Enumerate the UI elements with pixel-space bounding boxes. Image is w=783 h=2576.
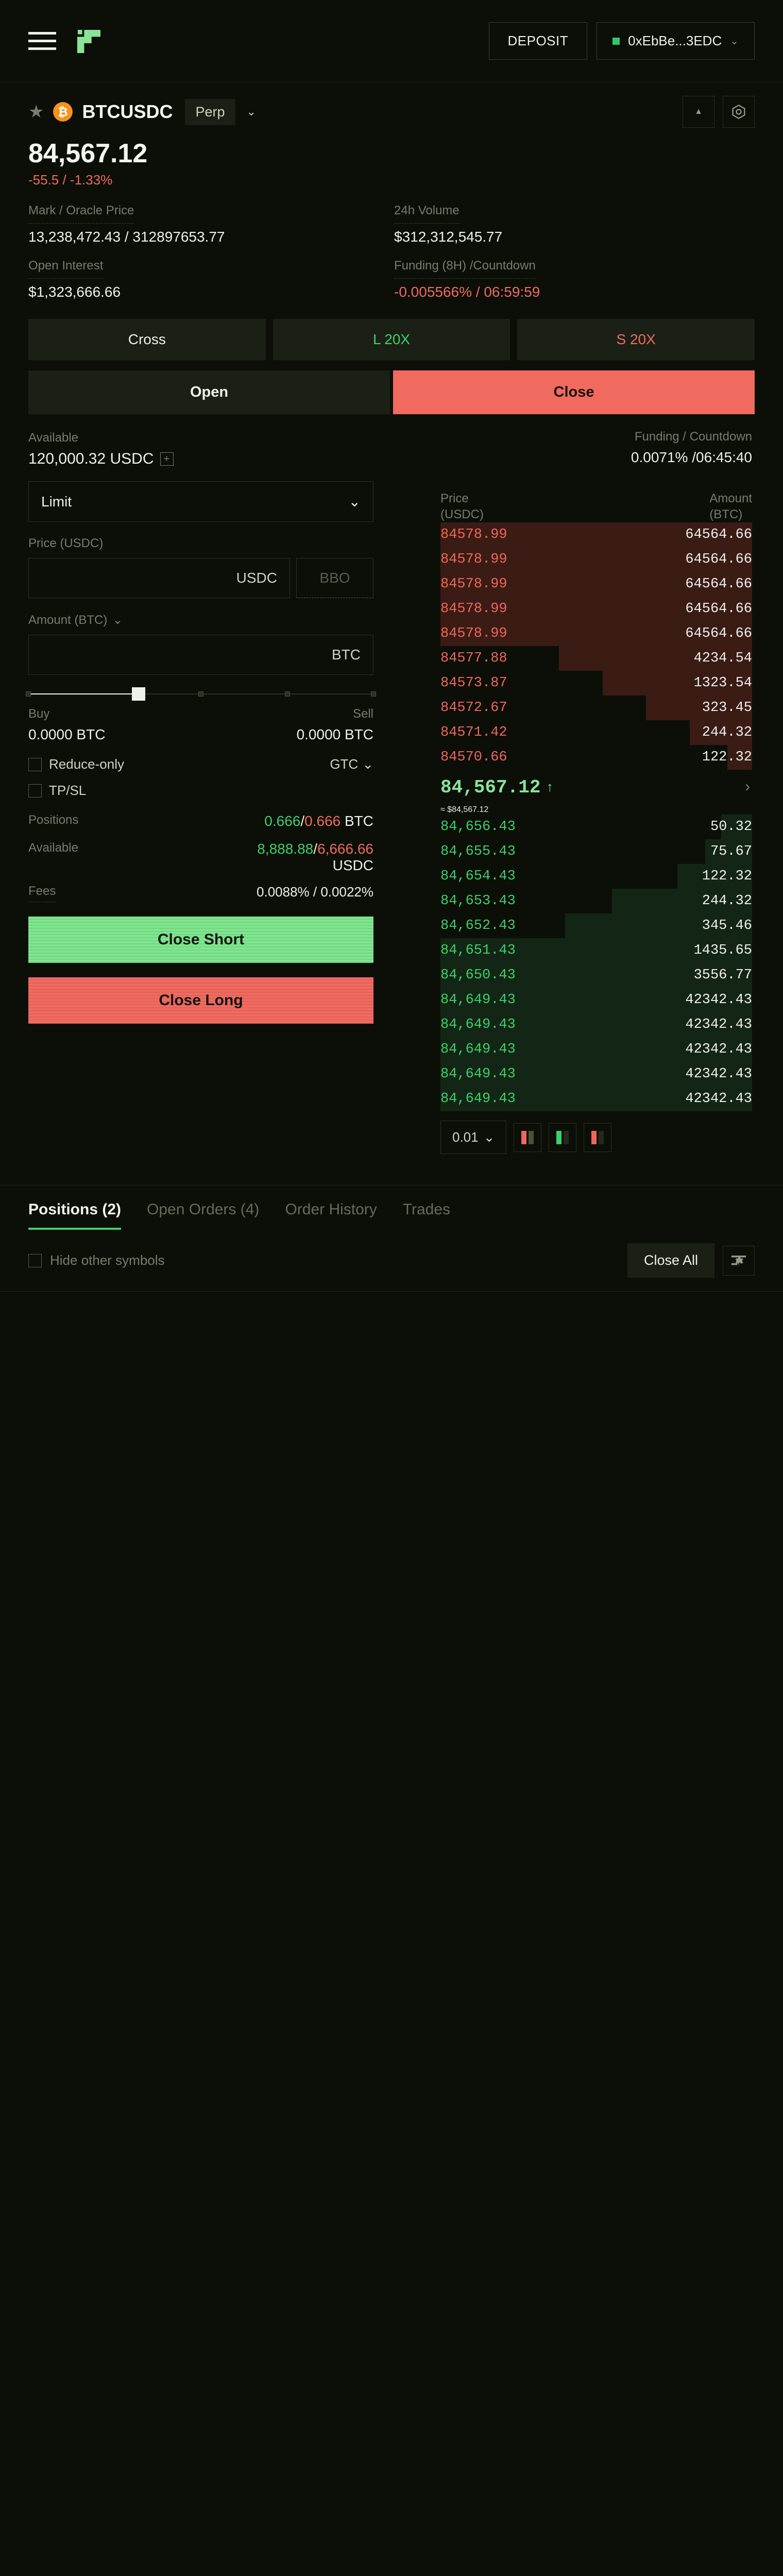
svg-text:₿: ₿: [58, 105, 68, 119]
